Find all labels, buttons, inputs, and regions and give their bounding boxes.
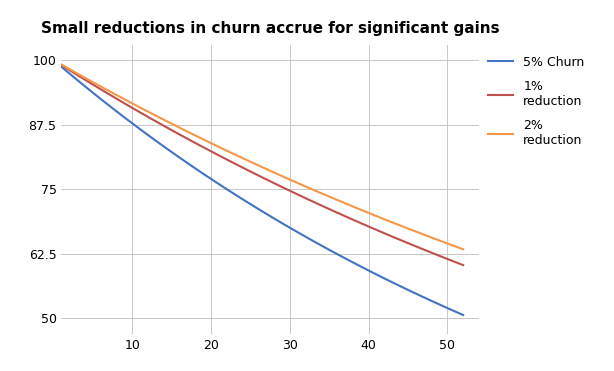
1%
reduction (200, 145, 207, 150)
Line: 1%
reduction: 1% reduction (61, 65, 463, 265)
2%
reduction (58, 62, 65, 67)
Line: 2%
reduction: 2% reduction (61, 65, 463, 249)
5% Churn (247, 202, 254, 206)
1%
reduction (428, 250, 435, 255)
5% Churn (459, 313, 467, 317)
Line: 5% Churn: 5% Churn (61, 67, 463, 315)
2%
reduction (428, 235, 435, 240)
Legend: 5% Churn, 1%
reduction, 2%
reduction: 5% Churn, 1% reduction, 2% reduction (483, 51, 589, 152)
2%
reduction (317, 191, 325, 196)
1%
reduction (459, 263, 467, 267)
1%
reduction (58, 63, 65, 67)
2%
reduction (302, 184, 309, 189)
5% Churn (200, 171, 207, 176)
1%
reduction (317, 203, 325, 208)
5% Churn (428, 299, 435, 303)
5% Churn (302, 234, 309, 239)
5% Churn (58, 65, 65, 69)
Title: Small reductions in churn accrue for significant gains: Small reductions in churn accrue for sig… (41, 22, 499, 36)
2%
reduction (247, 160, 254, 164)
2%
reduction (89, 80, 96, 85)
2%
reduction (459, 247, 467, 252)
1%
reduction (247, 169, 254, 174)
5% Churn (89, 91, 96, 95)
1%
reduction (89, 82, 96, 87)
5% Churn (317, 243, 325, 248)
1%
reduction (302, 196, 309, 200)
2%
reduction (200, 137, 207, 142)
